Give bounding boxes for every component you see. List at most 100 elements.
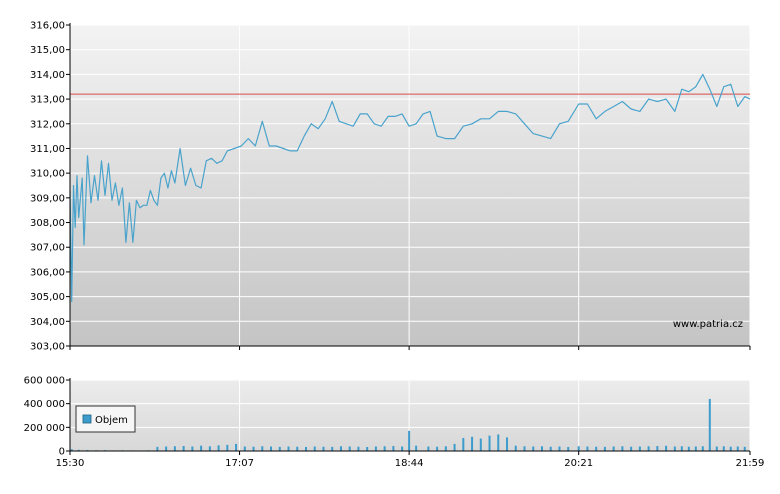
legend-box	[75, 405, 136, 433]
volume-bar	[243, 446, 246, 451]
x-tick-label: 20:21	[564, 458, 593, 469]
volume-bar	[462, 437, 465, 451]
volume-bar	[715, 446, 718, 451]
volume-bar	[235, 443, 238, 451]
volume-bar	[339, 446, 342, 451]
price-y-tick-label: 310,00	[30, 169, 65, 180]
volume-bar	[532, 446, 535, 451]
price-y-tick-label: 305,00	[30, 292, 65, 303]
volume-bar	[694, 446, 697, 451]
volume-bar	[173, 446, 176, 451]
x-tick-label: 17:07	[225, 458, 254, 469]
volume-bar	[436, 446, 439, 451]
volume-bar	[701, 446, 704, 451]
volume-bar	[612, 446, 615, 451]
price-line-group	[69, 73, 751, 303]
volume-bar	[506, 437, 509, 451]
volume-bar	[374, 446, 377, 451]
price-y-tick-label: 312,00	[30, 119, 65, 130]
volume-bar	[392, 446, 395, 451]
volume-bar	[729, 446, 732, 451]
price-y-tick-label: 311,00	[30, 144, 65, 155]
volume-bar	[415, 445, 418, 451]
volume-bar	[77, 449, 80, 451]
volume-bar	[708, 398, 711, 451]
legend-label: Objem	[95, 415, 128, 426]
volume-bar	[200, 445, 203, 451]
volume-bar	[217, 445, 220, 451]
volume-bar	[514, 445, 517, 451]
price-y-tick-label: 316,00	[30, 21, 65, 32]
volume-bar	[383, 446, 386, 451]
volume-bar	[296, 446, 299, 451]
volume-bar	[665, 445, 668, 451]
volume-bar	[621, 446, 624, 451]
volume-bar	[165, 446, 168, 451]
volume-bar	[743, 446, 746, 451]
volume-bar	[736, 446, 739, 451]
volume-bar	[444, 446, 447, 451]
price-y-tick-label: 308,00	[30, 218, 65, 229]
volume-bar	[278, 446, 281, 451]
volume-bar	[427, 446, 430, 451]
volume-y-tick-label: 600 000	[24, 376, 65, 387]
volume-bar	[357, 446, 360, 451]
price-line	[69, 73, 751, 303]
x-tick-label: 18:44	[395, 458, 424, 469]
volume-bar	[479, 438, 482, 451]
volume-bars	[70, 398, 746, 452]
volume-bar	[595, 446, 598, 451]
volume-bar	[453, 443, 456, 451]
x-tick-label: 15:30	[56, 458, 85, 469]
volume-y-tick-label: 400 000	[24, 399, 65, 410]
volume-bar	[313, 446, 316, 451]
tick-labels: 303,00 304,00 305,00 306,00 307,00 308,00 309,…	[24, 21, 765, 470]
price-plot-background	[70, 25, 750, 346]
volume-bar	[656, 446, 659, 451]
volume-bar	[577, 446, 580, 451]
volume-bar	[603, 446, 606, 451]
volume-bar	[558, 446, 561, 451]
price-y-tick-label: 304,00	[30, 317, 65, 328]
volume-legend: Objem	[75, 405, 136, 433]
price-y-tick-label: 309,00	[30, 193, 65, 204]
volume-bar	[722, 446, 725, 451]
volume-bar	[182, 446, 185, 451]
price-y-tick-label: 306,00	[30, 267, 65, 278]
volume-y-tick-label: 0	[59, 447, 65, 458]
price-y-tick-label: 314,00	[30, 70, 65, 81]
volume-bar	[673, 446, 676, 451]
volume-bar	[680, 446, 683, 451]
price-y-tick-label: 307,00	[30, 243, 65, 254]
volume-bar	[70, 449, 73, 451]
volume-bar	[523, 446, 526, 451]
volume-bar	[226, 444, 229, 451]
volume-bar	[401, 446, 404, 451]
volume-bar	[408, 430, 411, 451]
volume-bar	[497, 434, 500, 451]
volume-bar	[270, 446, 273, 451]
volume-bar	[304, 446, 307, 451]
volume-bar	[647, 446, 650, 451]
volume-bar	[471, 436, 474, 451]
volume-bar	[287, 446, 290, 451]
volume-bar	[191, 446, 194, 451]
price-y-tick-label: 315,00	[30, 45, 65, 56]
volume-bar	[488, 435, 491, 451]
volume-bar	[366, 446, 369, 451]
volume-bar	[156, 446, 159, 451]
volume-bar	[322, 446, 325, 451]
volume-bar	[549, 446, 552, 451]
volume-y-tick-label: 200 000	[24, 423, 65, 434]
volume-bar	[208, 446, 211, 451]
price-y-tick-label: 313,00	[30, 95, 65, 106]
volume-bar	[567, 446, 570, 451]
volume-bar	[348, 446, 351, 451]
x-tick-label: 21:59	[736, 458, 765, 469]
volume-bar	[252, 446, 255, 451]
axes	[66, 23, 751, 455]
volume-bar	[630, 446, 633, 451]
volume-bar	[261, 446, 264, 451]
